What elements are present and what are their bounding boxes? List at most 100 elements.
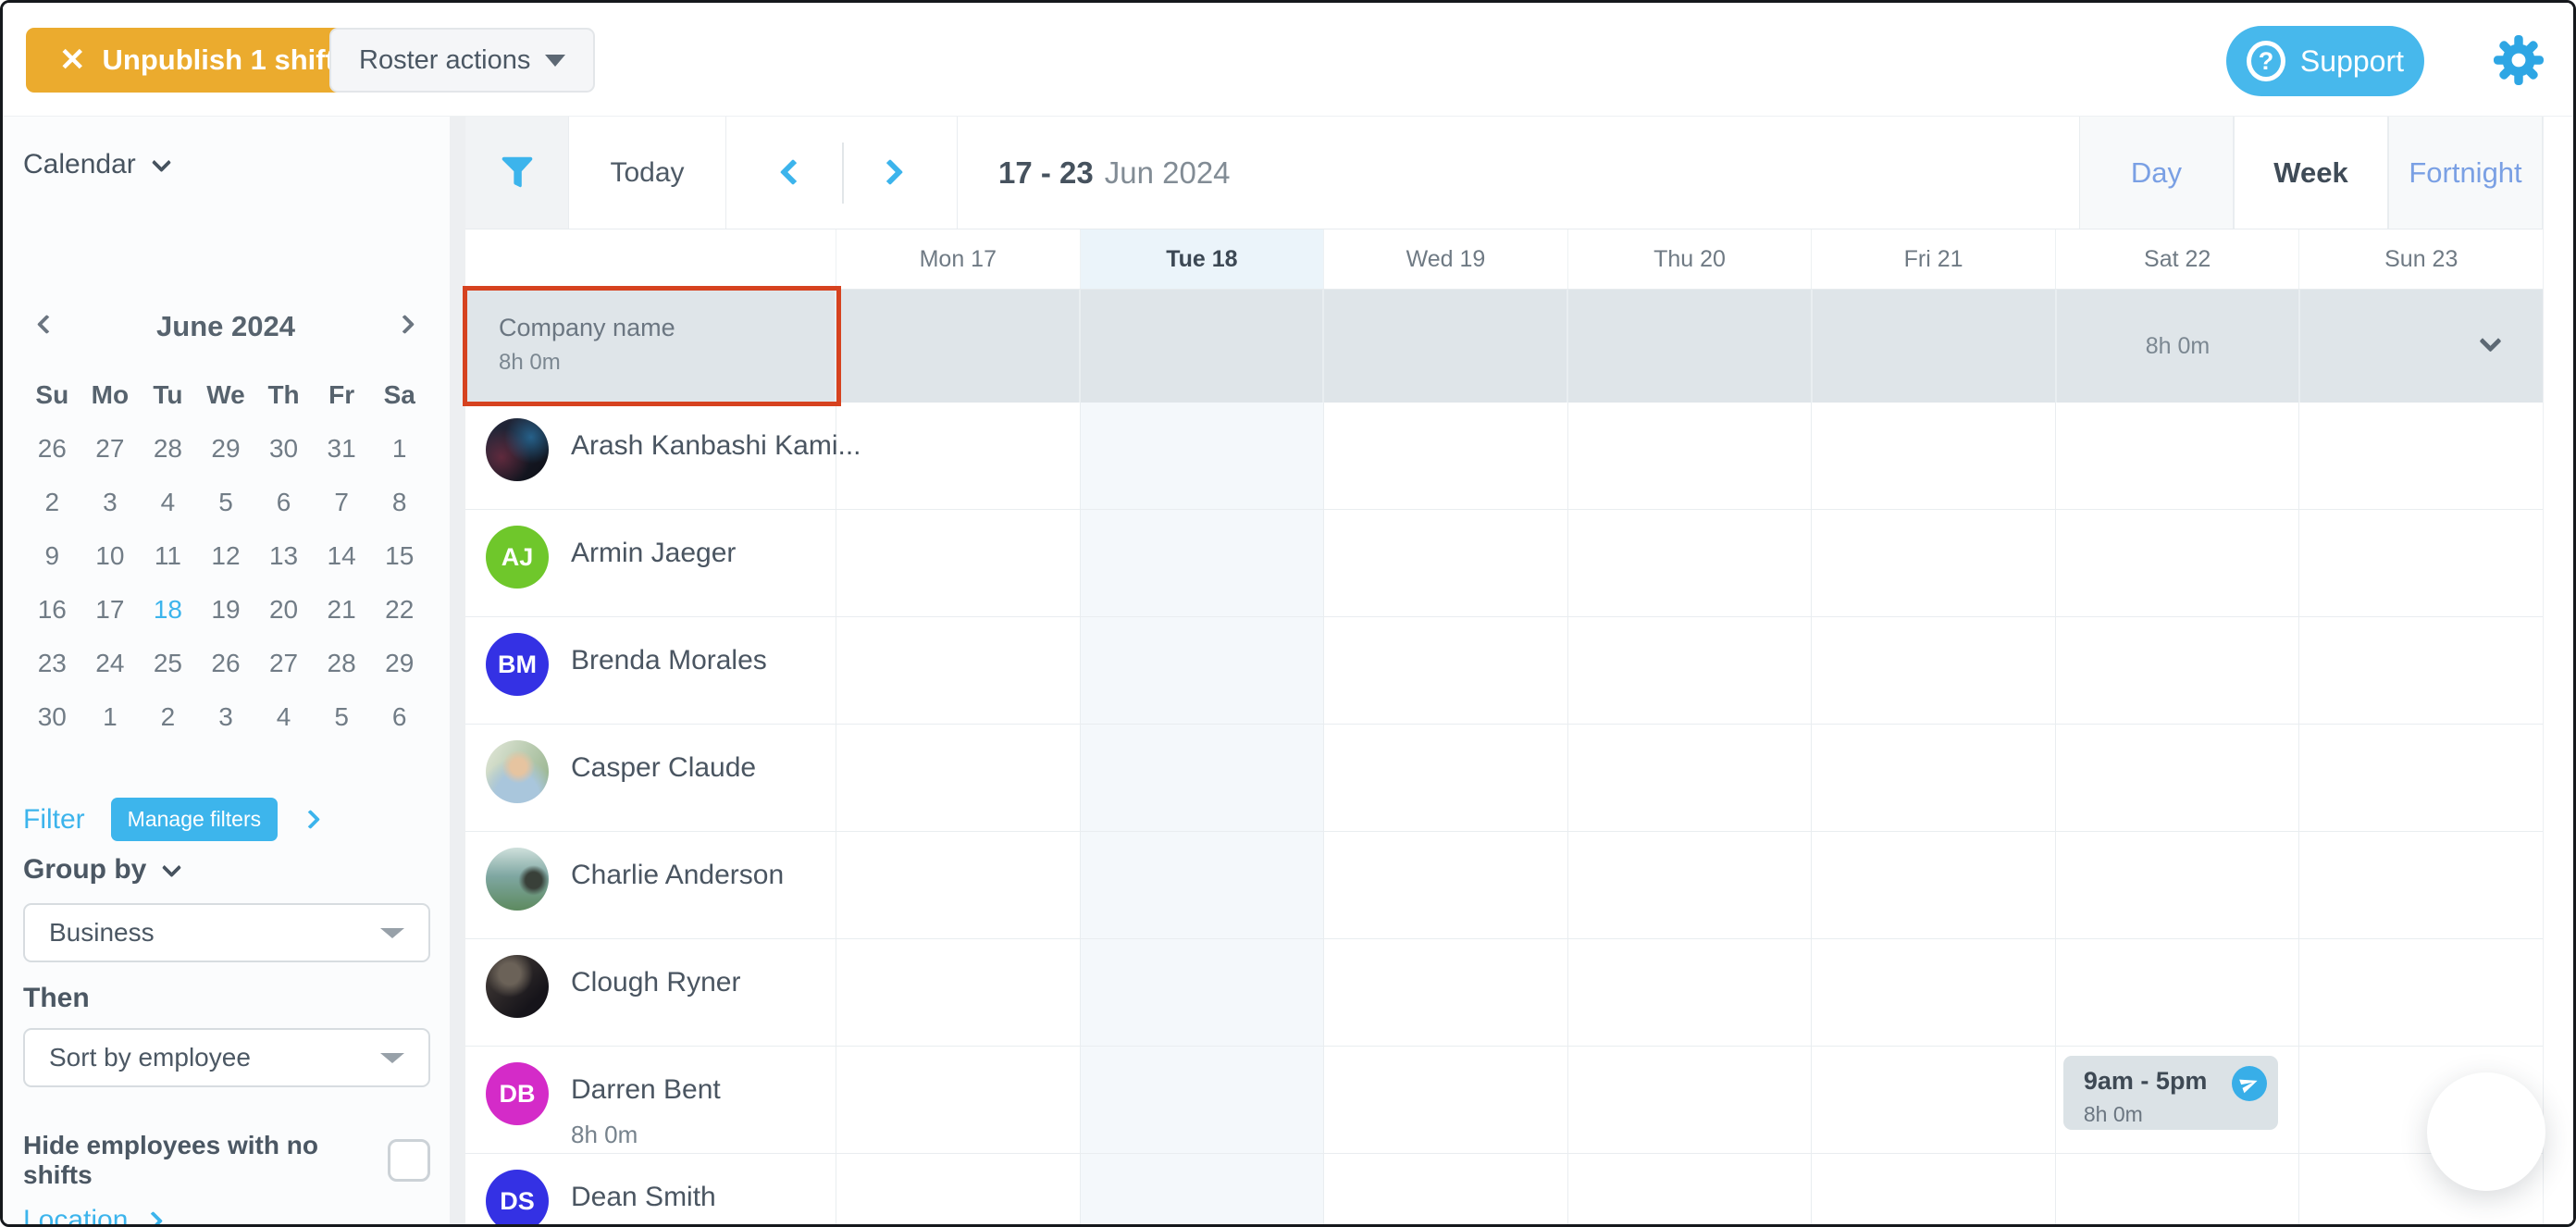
shift-cell[interactable]: [836, 403, 1081, 509]
employee-name-cell[interactable]: BM Brenda Morales: [465, 617, 836, 724]
shift-cell[interactable]: [1812, 403, 2056, 509]
shift-cell[interactable]: [2299, 725, 2543, 831]
shift-cell[interactable]: [1324, 617, 1568, 724]
mini-calendar-day[interactable]: 31: [327, 434, 356, 463]
shift-cell[interactable]: [1568, 725, 1813, 831]
manage-filters-button[interactable]: Manage filters: [110, 798, 279, 841]
mini-calendar-day[interactable]: 1: [391, 434, 407, 463]
view-tab-day[interactable]: Day: [2079, 117, 2234, 229]
shift-cell[interactable]: [1080, 832, 1325, 938]
hide-no-shifts-checkbox[interactable]: [388, 1139, 430, 1182]
group-day-cell[interactable]: [1568, 290, 1813, 403]
mini-calendar-day[interactable]: 29: [385, 649, 415, 677]
mini-calendar-day[interactable]: 3: [218, 702, 233, 731]
employee-name-cell[interactable]: DS Dean Smith: [465, 1154, 836, 1224]
day-header-cell[interactable]: Sat 22: [2056, 229, 2300, 289]
mini-calendar-day[interactable]: 3: [103, 488, 118, 516]
mini-calendar-day[interactable]: 25: [153, 649, 182, 677]
shift-cell[interactable]: [2056, 832, 2300, 938]
mini-calendar-day[interactable]: 30: [268, 434, 299, 463]
mini-calendar-day[interactable]: 2: [160, 702, 176, 731]
shift-cell[interactable]: [1812, 725, 2056, 831]
shift-cell[interactable]: [1568, 403, 1813, 509]
shift-cell[interactable]: [836, 1047, 1081, 1153]
mini-calendar-day[interactable]: 14: [327, 541, 356, 570]
mini-calendar-day[interactable]: 28: [153, 434, 182, 463]
mini-calendar-day[interactable]: 20: [268, 595, 299, 624]
shift-cell[interactable]: [1812, 832, 2056, 938]
mini-calendar-day[interactable]: 19: [211, 595, 241, 624]
group-day-cell[interactable]: 8h 0m: [2057, 290, 2301, 403]
group-day-cell[interactable]: [2300, 290, 2543, 403]
shift-cell[interactable]: [2299, 510, 2543, 616]
shift-cell[interactable]: [2299, 403, 2543, 509]
shift-cell[interactable]: [1568, 939, 1813, 1046]
group-name-cell[interactable]: Company name 8h 0m: [465, 290, 836, 403]
shift-cell[interactable]: [1568, 832, 1813, 938]
shift-cell[interactable]: [1080, 939, 1325, 1046]
shift-cell[interactable]: [1568, 617, 1813, 724]
mini-calendar-day[interactable]: 26: [211, 649, 241, 677]
mini-calendar-day[interactable]: 10: [95, 541, 125, 570]
shift-cell[interactable]: [2056, 403, 2300, 509]
unpublish-button[interactable]: ✕ Unpublish 1 shift: [26, 28, 368, 93]
mini-calendar-day[interactable]: 16: [37, 595, 67, 624]
shift-cell[interactable]: [1324, 939, 1568, 1046]
employee-name-cell[interactable]: Arash Kanbashi Kami...: [465, 403, 861, 509]
day-header-cell[interactable]: Mon 17: [836, 229, 1081, 289]
shift-cell[interactable]: [2056, 617, 2300, 724]
view-tab-week[interactable]: Week: [2234, 117, 2388, 229]
shift-cell[interactable]: [1080, 510, 1325, 616]
shift-cell[interactable]: [836, 939, 1081, 1046]
mini-calendar-day[interactable]: 5: [218, 488, 233, 516]
view-tab-fortnight[interactable]: Fortnight: [2388, 117, 2543, 229]
prev-week-button[interactable]: [779, 158, 807, 186]
shift-cell[interactable]: [1812, 510, 2056, 616]
mini-calendar-day[interactable]: 13: [268, 541, 299, 570]
shift-cell[interactable]: [2056, 725, 2300, 831]
day-header-cell[interactable]: Sun 23: [2384, 245, 2458, 272]
mini-calendar-day[interactable]: 27: [268, 649, 299, 677]
mini-calendar-day[interactable]: 6: [276, 488, 291, 516]
employee-name-cell[interactable]: DB Darren Bent 8h 0m: [465, 1047, 836, 1153]
shift-cell[interactable]: [1812, 1047, 2056, 1153]
employee-name-cell[interactable]: Charlie Anderson: [465, 832, 836, 938]
filter-funnel-button[interactable]: [465, 117, 569, 229]
shift-cell[interactable]: [1080, 1047, 1325, 1153]
mini-calendar-day[interactable]: 17: [95, 595, 125, 624]
shift-cell[interactable]: [836, 832, 1081, 938]
shift-cell[interactable]: [1812, 939, 2056, 1046]
shift-cell[interactable]: [2056, 510, 2300, 616]
shift-cell[interactable]: [2299, 939, 2543, 1046]
shift-cell[interactable]: [836, 617, 1081, 724]
day-header-cell[interactable]: Wed 19: [1324, 229, 1568, 289]
shift-cell[interactable]: [1324, 1154, 1568, 1224]
day-header-cell[interactable]: Thu 20: [1568, 229, 1813, 289]
shift-cell[interactable]: [836, 1154, 1081, 1224]
mini-calendar-day[interactable]: 22: [385, 595, 415, 624]
chat-launcher[interactable]: [2427, 1072, 2545, 1191]
mini-calendar-day[interactable]: 5: [334, 702, 349, 731]
mini-calendar-day[interactable]: 12: [211, 541, 241, 570]
location-link[interactable]: Location: [23, 1205, 164, 1224]
next-month-button[interactable]: [394, 314, 415, 336]
employee-name-cell[interactable]: Casper Claude: [465, 725, 836, 831]
mini-calendar-day[interactable]: 4: [276, 702, 291, 731]
group-by-toggle[interactable]: Group by: [23, 854, 182, 886]
mini-calendar-day[interactable]: 30: [37, 702, 67, 731]
shift-cell[interactable]: [1324, 403, 1568, 509]
today-button[interactable]: Today: [569, 117, 726, 229]
sort-select[interactable]: Sort by employee: [23, 1028, 430, 1087]
employee-name-cell[interactable]: Clough Ryner: [465, 939, 836, 1046]
mini-calendar-day[interactable]: 8: [391, 488, 407, 516]
mini-calendar-day[interactable]: 4: [160, 488, 176, 516]
shift-cell[interactable]: [1812, 1154, 2056, 1224]
mini-calendar-day[interactable]: 1: [103, 702, 118, 731]
group-day-cell[interactable]: [1081, 290, 1325, 403]
shift-cell[interactable]: [1080, 403, 1325, 509]
mini-calendar-day[interactable]: 24: [95, 649, 125, 677]
shift-cell[interactable]: [1324, 510, 1568, 616]
mini-calendar-day[interactable]: 2: [44, 488, 60, 516]
roster-actions-button[interactable]: Roster actions: [329, 28, 596, 93]
shift-cell[interactable]: [2299, 832, 2543, 938]
